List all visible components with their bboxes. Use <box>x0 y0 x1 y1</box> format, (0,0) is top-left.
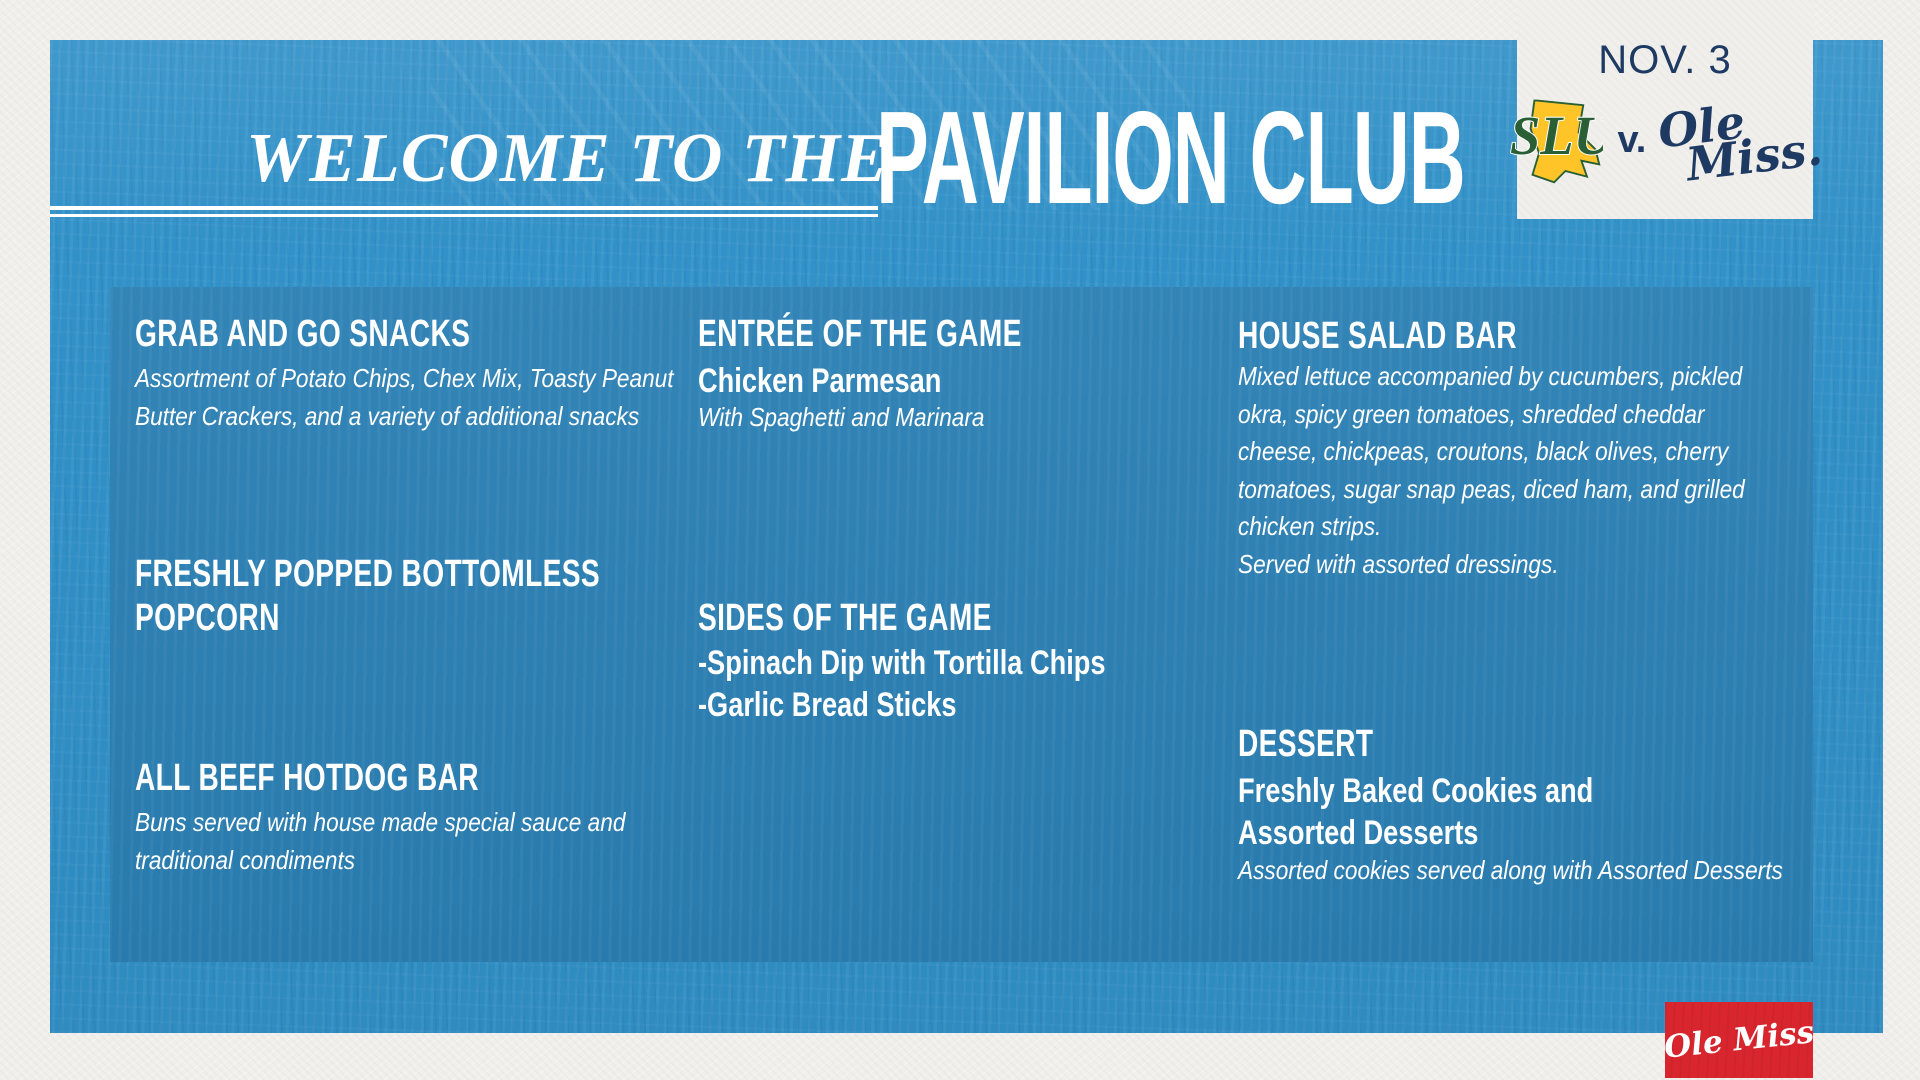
menu-item: -Garlic Bread Sticks <box>698 685 957 724</box>
description-line: Buns served with house made special sauc… <box>135 807 626 837</box>
heading-line: FRESHLY POPPED BOTTOMLESS <box>135 553 600 595</box>
menu-column-center: ENTRÉE OF THE GAME Chicken Parmesan With… <box>698 312 1218 726</box>
section-heading: ENTRÉE OF THE GAME <box>698 313 1022 355</box>
menu-section-popcorn: FRESHLY POPPED BOTTOMLESS POPCORN <box>135 552 710 640</box>
description-line: Assorted cookies served along with Assor… <box>1238 855 1783 885</box>
section-description-note: Served with assorted dressings. <box>1238 548 1559 579</box>
menu-item: -Spinach Dip with Tortilla Chips <box>698 643 1106 682</box>
olemiss-script-logo: Ole Miss. <box>1655 90 1826 192</box>
description-line: chicken strips. <box>1238 511 1382 541</box>
section-heading: HOUSE SALAD BAR <box>1238 315 1517 357</box>
matchup-card: NOV. 3 SLU v. Ole Miss. <box>1509 0 1825 219</box>
section-description: Buns served with house made special sauc… <box>135 804 635 879</box>
menu-section-sides: SIDES OF THE GAME -Spinach Dip with Tort… <box>698 596 1218 726</box>
description-line: Mixed lettuce accompanied by cucumbers, … <box>1238 361 1743 391</box>
event-date: NOV. 3 <box>1598 38 1732 82</box>
page-title: PAVILION CLUB <box>876 84 1466 231</box>
content-panel: GRAB AND GO SNACKS Assortment of Potato … <box>110 287 1813 962</box>
matchup-row: SLU v. Ole Miss. <box>1509 94 1825 192</box>
section-heading: FRESHLY POPPED BOTTOMLESS POPCORN <box>135 552 600 640</box>
section-items: Freshly Baked Cookies and Assorted Desse… <box>1238 770 1686 854</box>
louisiana-shape <box>1530 99 1601 184</box>
menu-section-grab-and-go: GRAB AND GO SNACKS Assortment of Potato … <box>135 312 710 435</box>
section-description: Assorted cookies served along with Assor… <box>1238 852 1783 890</box>
header-divider-bottom <box>50 214 878 217</box>
menu-item: Chicken Parmesan <box>698 362 942 400</box>
slu-logo: SLU <box>1509 99 1603 184</box>
versus-text: v. <box>1617 119 1647 161</box>
description-line: traditional condiments <box>135 844 356 875</box>
section-heading: SIDES OF THE GAME <box>698 596 992 639</box>
header-divider-top <box>50 206 878 210</box>
menu-column-left: GRAB AND GO SNACKS Assortment of Potato … <box>135 312 710 879</box>
section-description: Mixed lettuce accompanied by cucumbers, … <box>1238 358 1745 546</box>
description-line: Butter Crackers, and a variety of additi… <box>135 400 640 431</box>
section-heading: ALL BEEF HOTDOG BAR <box>135 757 479 799</box>
menu-item: Freshly Baked Cookies and <box>1238 772 1594 810</box>
section-heading: GRAB AND GO SNACKS <box>135 313 471 355</box>
menu-section-hotdog-bar: ALL BEEF HOTDOG BAR Buns served with hou… <box>135 756 710 879</box>
menu-section-dessert: DESSERT Freshly Baked Cookies and Assort… <box>1238 722 1798 890</box>
section-description: Assortment of Potato Chips, Chex Mix, To… <box>135 360 674 435</box>
section-items: -Spinach Dip with Tortilla Chips -Garlic… <box>698 642 1114 726</box>
description-line: tomatoes, sugar snap peas, diced ham, an… <box>1238 473 1745 504</box>
description-line: cheese, chickpeas, croutons, black olive… <box>1238 436 1729 466</box>
menu-section-entree: ENTRÉE OF THE GAME Chicken Parmesan With… <box>698 312 1218 437</box>
menu-item: Assorted Desserts <box>1238 814 1479 852</box>
section-items: Chicken Parmesan <box>698 361 1114 401</box>
olemiss-script-line2: Miss. <box>1683 121 1826 192</box>
heading-line: POPCORN <box>135 597 280 639</box>
menu-section-salad-bar: HOUSE SALAD BAR Mixed lettuce accompanie… <box>1238 314 1798 583</box>
header-welcome-text: WELCOME TO THE <box>246 120 889 197</box>
description-line: Assortment of Potato Chips, Chex Mix, To… <box>135 363 674 393</box>
section-heading: DESSERT <box>1238 723 1374 765</box>
olemiss-brand-box: Ole Miss <box>1662 1002 1816 1078</box>
description-line: With Spaghetti and Marinara <box>698 402 985 432</box>
section-description: With Spaghetti and Marinara <box>698 399 1150 437</box>
description-line: okra, spicy green tomatoes, shredded che… <box>1238 398 1705 429</box>
menu-column-right: HOUSE SALAD BAR Mixed lettuce accompanie… <box>1238 314 1798 890</box>
slu-wordmark: SLU <box>1510 105 1603 166</box>
olemiss-brand-wordmark: Ole Miss <box>1662 1013 1816 1066</box>
